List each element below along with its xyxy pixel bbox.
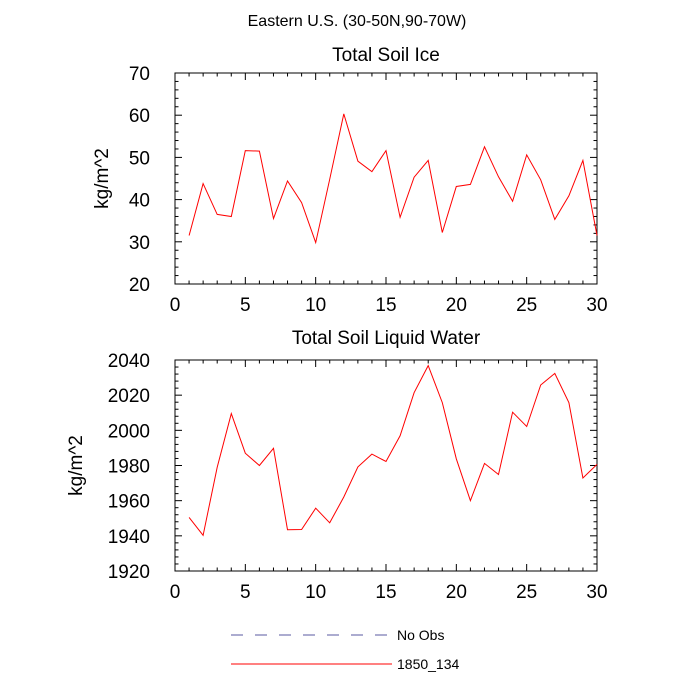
panel2-y-tick-label: 2020 [108, 386, 150, 407]
panel2-title: Total Soil Liquid Water [292, 328, 481, 349]
panel1-y-tick-label: 60 [129, 106, 150, 127]
panel2-x-tick-label: 5 [240, 582, 251, 603]
panel1-y-tick-label: 20 [129, 275, 150, 296]
panel2-x-tick-label: 25 [516, 582, 537, 603]
panel1-x-tick-label: 5 [240, 295, 251, 316]
panel1-y-axis-label: kg/m^2 [92, 148, 113, 209]
panel1-x-tick-label: 30 [586, 295, 607, 316]
chart-figure: Eastern U.S. (30-50N,90-70W) Total Soil … [0, 0, 700, 700]
panel1-x-tick-label: 0 [170, 295, 181, 316]
panel2-x-tick-label: 20 [446, 582, 467, 603]
panel1-y-tick-label: 30 [129, 233, 150, 254]
panel2-x-tick-label: 15 [375, 582, 396, 603]
panel2-x-tick-label: 30 [586, 582, 607, 603]
panel2-y-tick-label: 1920 [108, 562, 150, 583]
panel2-y-tick-label: 1980 [108, 457, 150, 478]
panel1-y-tick-label: 40 [129, 191, 150, 212]
panel2-y-tick-label: 1940 [108, 527, 150, 548]
panel1-x-tick-label: 25 [516, 295, 537, 316]
legend-label-1: No Obs [397, 627, 444, 643]
panel2-plot-frame [175, 360, 597, 571]
panel1-x-tick-label: 10 [305, 295, 326, 316]
panel1-plot-frame [175, 73, 597, 284]
panel2-x-tick-label: 10 [305, 582, 326, 603]
panel2-y-tick-label: 1960 [108, 492, 150, 513]
panel2-y-tick-label: 2000 [108, 421, 150, 442]
chart-canvas: Eastern U.S. (30-50N,90-70W) Total Soil … [0, 0, 700, 700]
panel1-x-tick-label: 15 [375, 295, 396, 316]
panel1-y-tick-label: 70 [129, 64, 150, 85]
figure-title: Eastern U.S. (30-50N,90-70W) [248, 13, 467, 30]
panel1-x-tick-label: 20 [446, 295, 467, 316]
legend-label-2: 1850_134 [397, 656, 460, 672]
panel2-y-tick-label: 2040 [108, 351, 150, 372]
panel2-x-tick-label: 0 [170, 582, 181, 603]
panel2-series-line-1 [189, 366, 597, 536]
panel1-title: Total Soil Ice [332, 45, 440, 66]
panel1-series-line-1 [189, 114, 597, 243]
panel1-y-tick-label: 50 [129, 148, 150, 169]
panel2-y-axis-label: kg/m^2 [66, 435, 87, 496]
